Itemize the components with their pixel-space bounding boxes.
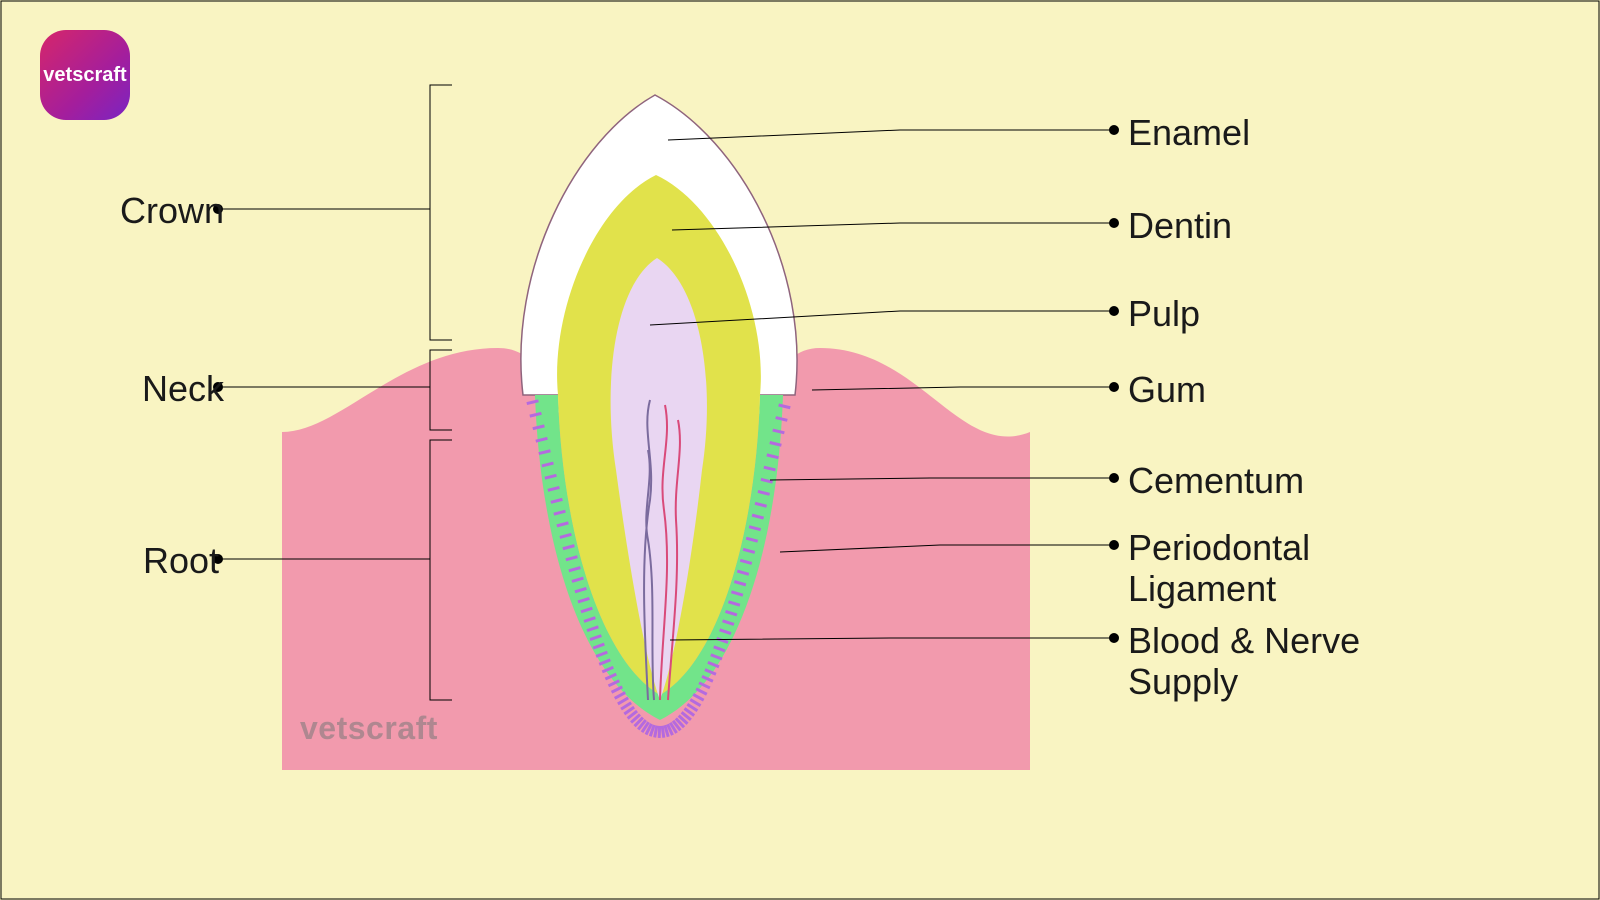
brand-logo-text: vetscraft <box>43 64 126 87</box>
section-label-neck: Neck <box>142 368 224 409</box>
part-label-gum: Gum <box>1128 369 1206 410</box>
part-label-ligament: Periodontal Ligament <box>1128 527 1388 610</box>
watermark-text: vetscraft <box>300 710 438 747</box>
brand-logo: vetscraft <box>40 30 130 120</box>
part-label-dentin: Dentin <box>1128 205 1232 246</box>
section-label-root: Root <box>143 540 219 581</box>
diagram-canvas: vetscraft vetscraft Crown Neck Root Enamel… <box>0 0 1600 900</box>
tooth-diagram-svg <box>0 0 1600 900</box>
part-label-pulp: Pulp <box>1128 293 1200 334</box>
section-label-crown: Crown <box>120 190 224 231</box>
part-label-enamel: Enamel <box>1128 112 1250 153</box>
part-label-cementum: Cementum <box>1128 460 1304 501</box>
part-label-nerve: Blood & Nerve Supply <box>1128 620 1388 703</box>
